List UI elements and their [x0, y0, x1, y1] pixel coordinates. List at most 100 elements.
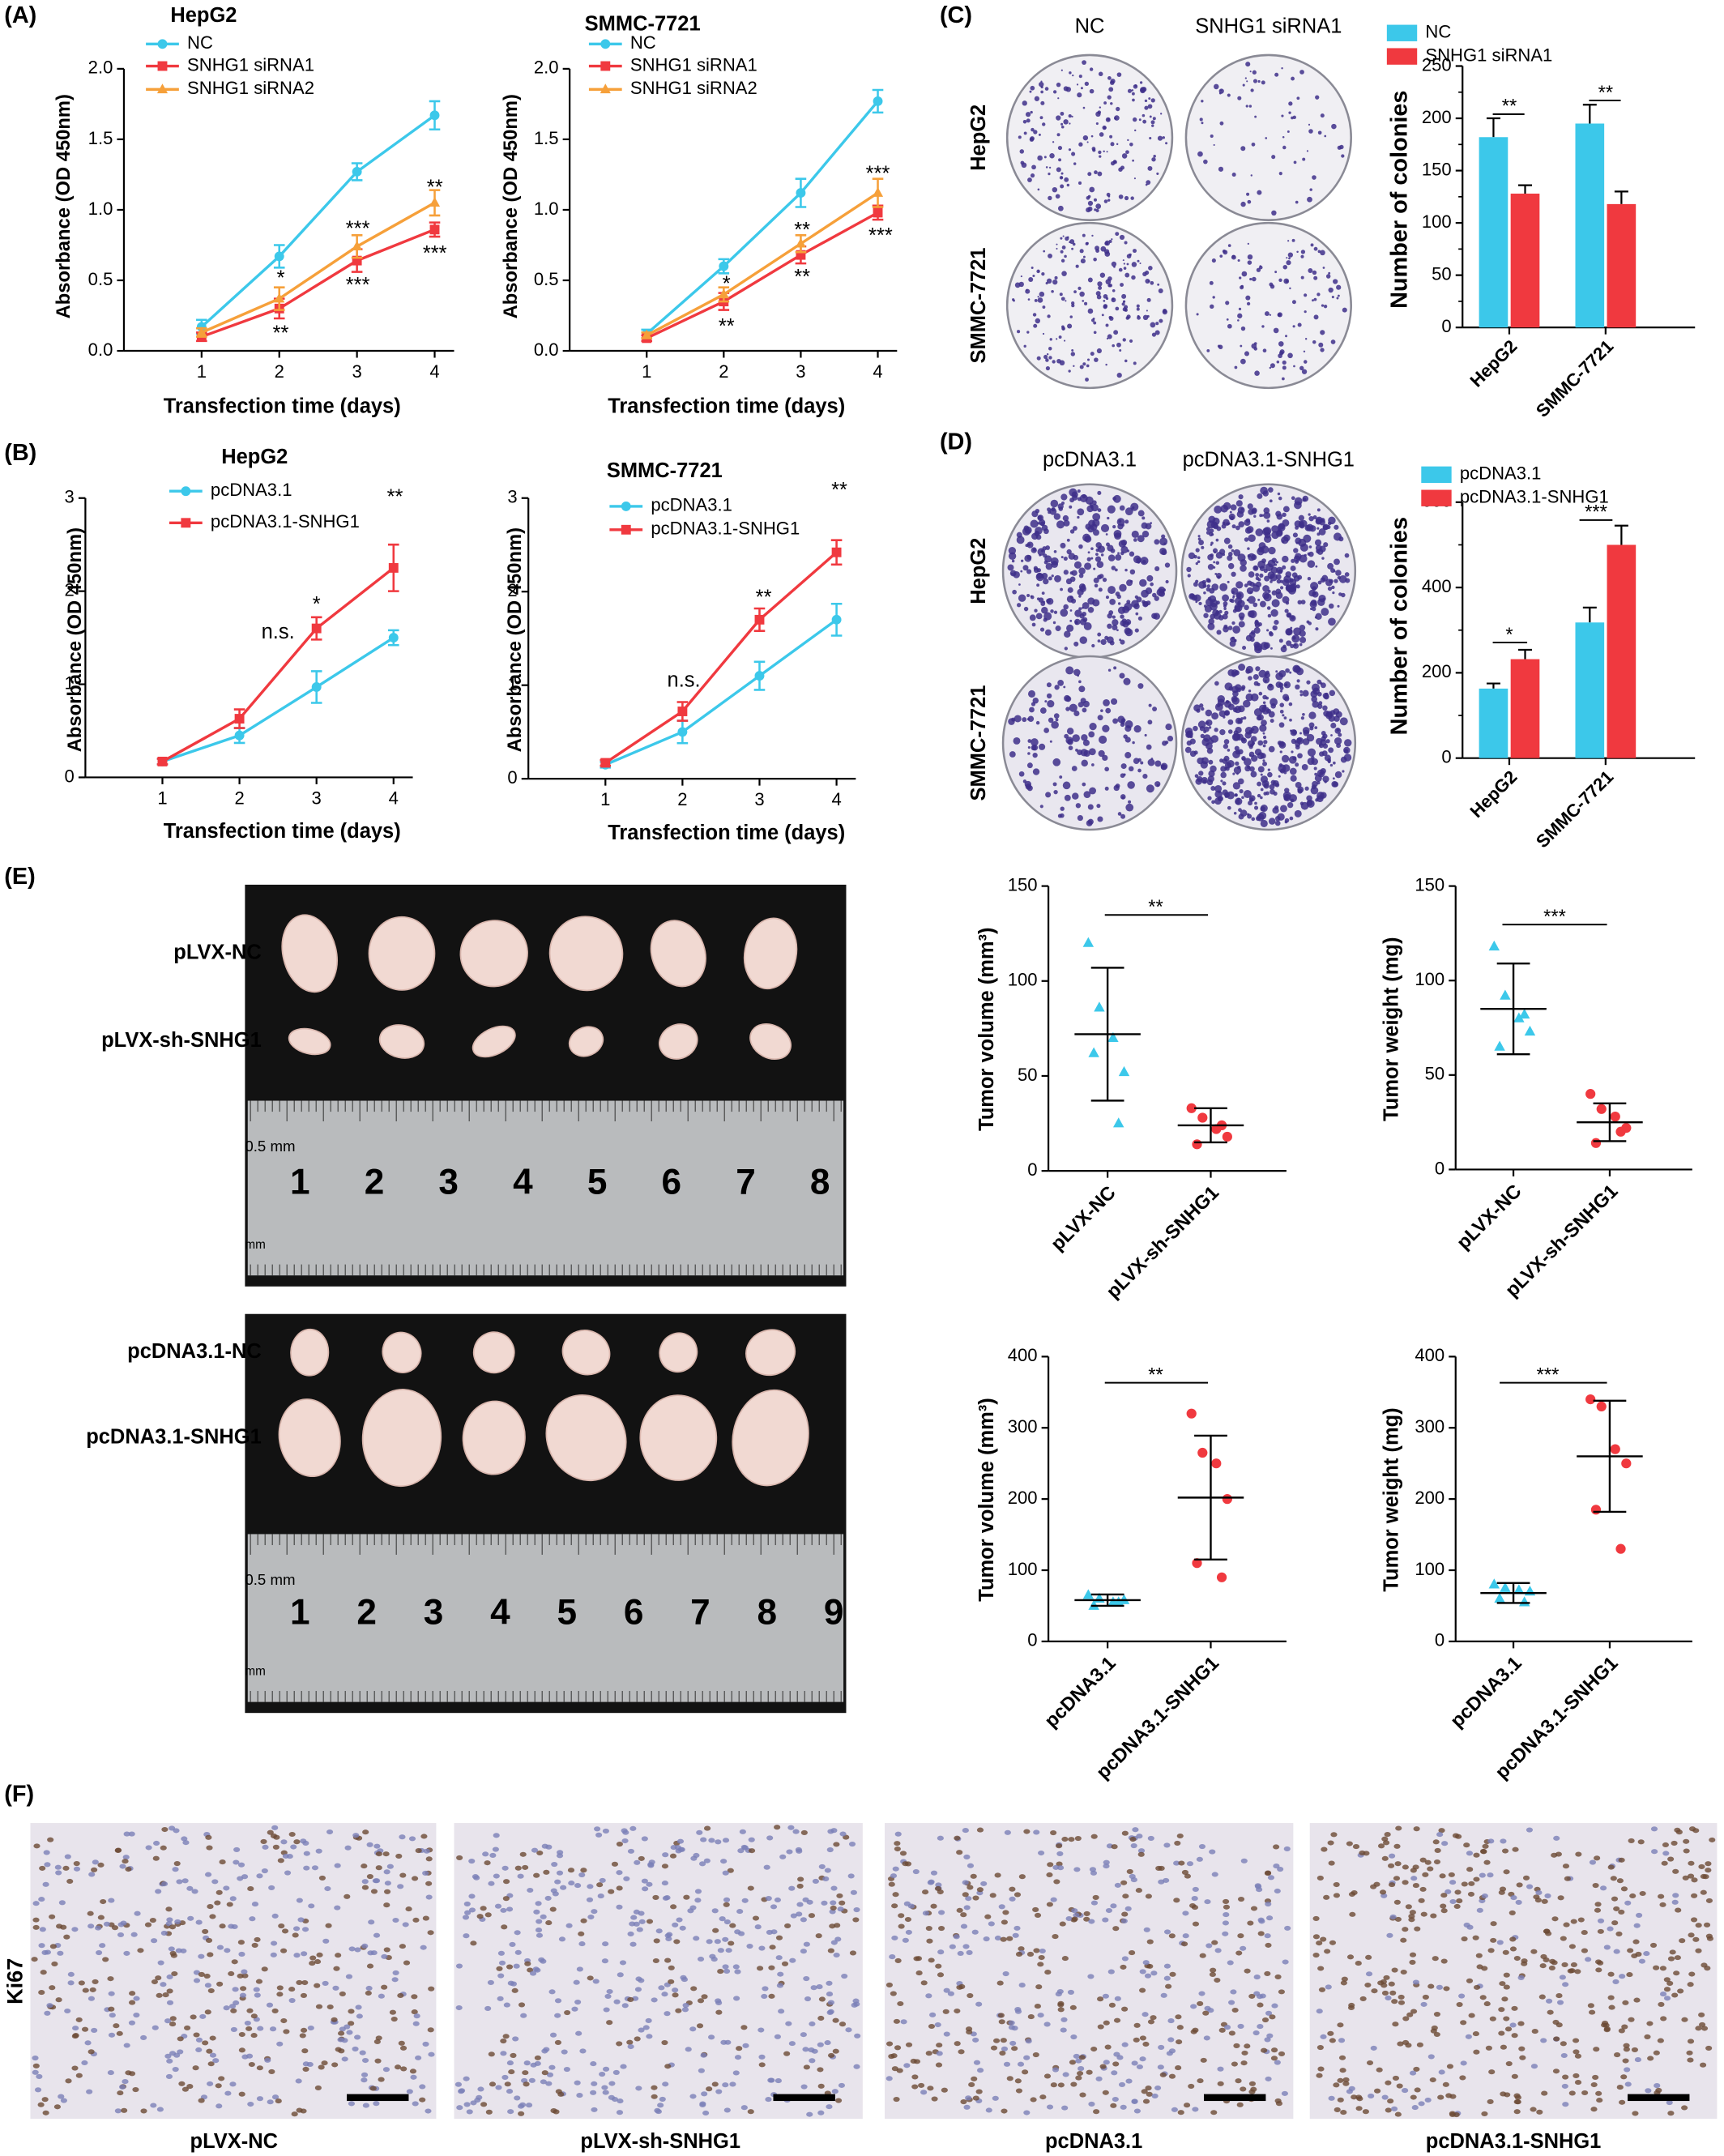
- significance: **: [427, 176, 443, 199]
- colony: [1284, 788, 1290, 793]
- colony: [1238, 813, 1244, 820]
- cell-nucleus: [668, 1965, 675, 1970]
- colony: [1209, 595, 1217, 603]
- colony: [1268, 546, 1276, 555]
- colony: [1072, 792, 1079, 800]
- cell-nucleus: [365, 1985, 373, 1992]
- cell-nucleus: [1562, 2102, 1569, 2107]
- cell-nucleus: [830, 1900, 837, 1906]
- data-point: [234, 730, 245, 741]
- colony: [1328, 271, 1331, 275]
- colony: [1115, 591, 1120, 596]
- colony: [1247, 503, 1253, 510]
- cell-nucleus: [775, 1955, 783, 1961]
- cell-nucleus: [1671, 1840, 1678, 1846]
- colony: [1029, 707, 1035, 713]
- colony: [1112, 524, 1116, 529]
- cell-nucleus: [536, 1850, 544, 1856]
- cell-nucleus: [1498, 2030, 1505, 2036]
- cell-nucleus: [49, 1914, 56, 1919]
- x-axis-title: Transfection time (days): [608, 395, 845, 417]
- colony: [1333, 708, 1340, 715]
- cell-nucleus: [629, 1825, 637, 1831]
- cell-nucleus: [1089, 1867, 1096, 1872]
- colony: [1146, 180, 1151, 186]
- cell-nucleus: [150, 2103, 157, 2108]
- colony: [1066, 624, 1074, 632]
- colony: [1207, 796, 1212, 800]
- culture-plate: [1005, 53, 1174, 221]
- cell-nucleus: [296, 1979, 303, 1985]
- data-point: [1615, 1543, 1626, 1554]
- colony: [1264, 311, 1270, 317]
- cell-nucleus: [1184, 1873, 1191, 1879]
- cell-nucleus: [646, 1919, 654, 1924]
- cell-nucleus: [271, 2008, 279, 2013]
- cell-nucleus: [1594, 1907, 1602, 1913]
- cell-nucleus: [850, 1889, 857, 1895]
- colony: [1105, 279, 1112, 285]
- colony: [1334, 736, 1342, 745]
- colony: [1027, 689, 1036, 698]
- colony: [1078, 286, 1082, 290]
- cell-nucleus: [762, 1986, 769, 1992]
- cell-nucleus: [936, 2043, 943, 2048]
- colony: [1083, 791, 1091, 798]
- colony: [1210, 765, 1217, 773]
- cell-nucleus: [937, 1925, 945, 1932]
- colony: [1339, 717, 1348, 726]
- colony: [1032, 753, 1038, 758]
- colony: [1107, 544, 1114, 552]
- cell-nucleus: [276, 1985, 284, 1991]
- colony: [1328, 747, 1334, 754]
- cell-nucleus: [934, 2022, 941, 2028]
- cell-nucleus: [119, 1864, 126, 1869]
- colony: [1243, 716, 1247, 720]
- colony: [1107, 505, 1116, 514]
- colony: [1330, 339, 1336, 344]
- cell-nucleus: [509, 1941, 516, 1947]
- cell-nucleus: [170, 1953, 177, 1958]
- colony: [1048, 576, 1052, 581]
- cell-nucleus: [199, 2013, 207, 2019]
- colony: [1124, 568, 1128, 572]
- colony: [1089, 67, 1094, 71]
- cell-nucleus: [1595, 1967, 1602, 1973]
- y-tick-label: 0.0: [88, 339, 113, 360]
- colony: [1091, 643, 1095, 648]
- cell-nucleus: [1324, 1949, 1331, 1954]
- colony: [1299, 643, 1303, 647]
- cell-nucleus: [1456, 1898, 1463, 1904]
- colony: [1064, 177, 1069, 182]
- colony: [1279, 702, 1285, 707]
- cell-nucleus: [966, 1949, 973, 1955]
- colony: [1108, 87, 1114, 92]
- cell-nucleus: [216, 1889, 223, 1895]
- cell-nucleus: [893, 2018, 901, 2024]
- colony: [1069, 609, 1073, 612]
- cell-nucleus: [1183, 2103, 1191, 2108]
- cell-nucleus: [361, 1864, 368, 1869]
- cell-nucleus: [337, 2030, 345, 2036]
- colony: [1316, 737, 1323, 745]
- cell-nucleus: [422, 1915, 429, 1921]
- cell-nucleus: [1667, 1956, 1675, 1962]
- colony: [1115, 232, 1120, 237]
- data-point: [429, 110, 440, 121]
- colony: [1165, 142, 1168, 145]
- colony: [1053, 713, 1060, 719]
- cell-nucleus: [976, 1887, 984, 1893]
- cell-nucleus: [501, 2074, 509, 2081]
- cell-nucleus: [1366, 2060, 1374, 2066]
- cell-nucleus: [1692, 1828, 1700, 1834]
- cell-nucleus: [1136, 1834, 1143, 1839]
- cell-nucleus: [1009, 2040, 1017, 2046]
- colony: [1304, 553, 1307, 557]
- cell-nucleus: [151, 2025, 159, 2030]
- cell-nucleus: [202, 2040, 209, 2046]
- colony: [1131, 92, 1135, 96]
- colony: [1154, 760, 1162, 767]
- cell-nucleus: [390, 2016, 398, 2022]
- panel-label: (D): [940, 429, 972, 455]
- colony: [1086, 207, 1091, 213]
